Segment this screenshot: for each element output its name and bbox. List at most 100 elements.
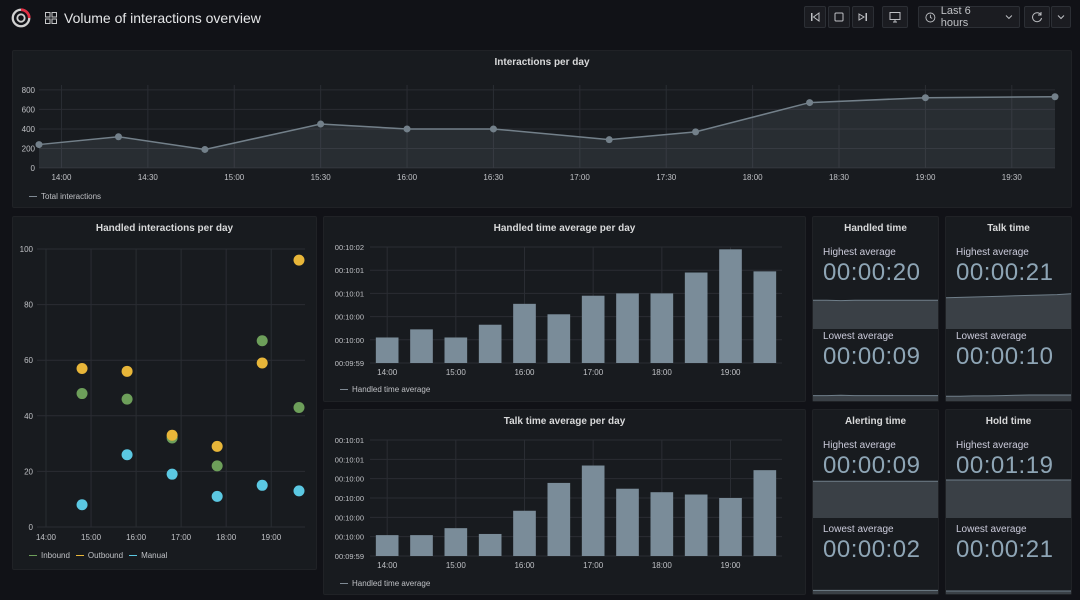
chevron-down-icon — [1057, 15, 1065, 20]
legend-item-handled-time-average[interactable]: Handled time average — [340, 385, 430, 394]
panel-title: Alerting time — [844, 416, 907, 427]
scatter-point-outbound — [211, 440, 223, 452]
highest-average-value: 00:00:09 — [823, 452, 921, 479]
grafana-logo-icon[interactable] — [10, 7, 32, 29]
panel-title: Talk time — [987, 223, 1030, 234]
playlist-next-button[interactable] — [852, 6, 874, 28]
x-tick-label: 17:00 — [570, 173, 591, 182]
bar — [410, 535, 433, 556]
y-tick-label: 00:10:01 — [335, 289, 364, 298]
lowest-average-value: 00:00:02 — [823, 536, 921, 563]
panel-alerting-time[interactable]: Alerting time Highest average 00:00:09 L… — [812, 409, 939, 595]
panel-talk-time[interactable]: Talk time Highest average 00:00:21 Lowes… — [945, 216, 1072, 402]
x-tick-label: 15:00 — [446, 368, 467, 377]
bar — [719, 498, 742, 556]
panel-interactions-per-day[interactable]: Interactions per day 0 200 400 600 800 14:00 1… — [12, 50, 1072, 208]
sparkline — [946, 394, 1071, 401]
scatter-point-inbound — [293, 401, 305, 413]
y-tick-label: 00:10:01 — [335, 266, 364, 275]
data-point — [403, 125, 411, 133]
refresh-interval-dropdown[interactable] — [1051, 6, 1071, 28]
y-tick-label: 00:10:01 — [335, 455, 364, 464]
panel-handled-time-average[interactable]: Handled time average per day 00:10:02 00:… — [323, 216, 806, 402]
bar — [478, 533, 502, 556]
panel-handled-interactions[interactable]: Handled interactions per day 0 20 40 60 80 10… — [12, 216, 317, 570]
legend-label: Handled time average — [352, 579, 431, 588]
bar — [684, 494, 708, 556]
x-tick-label: 16:00 — [397, 173, 418, 182]
y-tick-label: 0 — [31, 164, 36, 173]
x-tick-label: 14:00 — [377, 561, 398, 570]
scatter-point-manual — [293, 485, 305, 497]
scatter-point-manual — [256, 479, 268, 491]
refresh-button[interactable] — [1024, 6, 1050, 28]
x-tick-label: 16:00 — [126, 533, 147, 542]
handled-scatter-chart: 0 20 40 60 80 100 14:00 15:00 16:00 17:00 18:00 19:… — [20, 245, 305, 542]
x-tick-label: 15:30 — [311, 173, 332, 182]
legend-item-outbound[interactable]: Outbound — [75, 551, 123, 560]
y-tick-label: 400 — [22, 125, 36, 134]
x-tick-label: 17:00 — [171, 533, 192, 542]
data-point — [692, 128, 700, 136]
sparkline — [946, 293, 1071, 329]
x-tick-label: 19:00 — [261, 533, 282, 542]
x-tick-label: 18:00 — [216, 533, 237, 542]
legend-swatch — [29, 555, 37, 557]
bar — [444, 337, 468, 363]
legend-item-handled-time-average[interactable]: Handled time average — [340, 579, 430, 588]
y-tick-label: 0 — [29, 523, 34, 532]
panel-handled-time[interactable]: Handled time Highest average 00:00:20 Lo… — [812, 216, 939, 402]
interactions-line-chart: 0 200 400 600 800 14:00 14:30 15:00 15:30 16:00 16… — [22, 85, 1059, 182]
x-tick-label: 19:00 — [720, 368, 741, 377]
x-tick-label: 15:00 — [81, 533, 102, 542]
x-tick-label: 16:30 — [483, 173, 504, 182]
sparkline-line — [946, 293, 1071, 299]
legend-item-total-interactions[interactable]: Total interactions — [29, 192, 101, 201]
sparkline-area — [813, 481, 938, 518]
x-tick-label: 18:30 — [829, 173, 850, 182]
time-range-picker[interactable]: Last 6 hours — [918, 5, 1020, 29]
top-bar: Volume of interactions overview Last 6 h… — [0, 0, 1080, 38]
legend-item-manual[interactable]: Manual — [129, 551, 167, 560]
y-tick-label: 80 — [24, 301, 33, 310]
scatter-point-inbound — [121, 393, 133, 405]
panel-talk-time-average[interactable]: Talk time average per day 00:10:01 00:10:… — [323, 409, 806, 595]
playlist-previous-button[interactable] — [804, 6, 826, 28]
tv-mode-button[interactable] — [882, 6, 908, 28]
y-tick-label: 00:10:02 — [335, 243, 364, 252]
data-point — [1051, 93, 1059, 101]
playlist-stop-button[interactable] — [828, 6, 850, 28]
y-tick-label: 00:10:00 — [335, 475, 364, 484]
panel-hold-time[interactable]: Hold time Highest average 00:01:19 Lowes… — [945, 409, 1072, 595]
sparkline — [813, 394, 938, 401]
scatter-point-outbound — [121, 365, 133, 377]
sparkline-line — [946, 394, 1071, 397]
handled-time-bar-chart: 00:10:02 00:10:01 00:10:01 00:10:00 00:10:00… — [335, 243, 782, 377]
sparkline — [946, 479, 1071, 518]
legend-label: Manual — [141, 551, 168, 560]
stop-icon — [834, 12, 844, 22]
x-tick-label: 17:00 — [583, 561, 604, 570]
legend-item-inbound[interactable]: Inbound — [29, 551, 70, 560]
bar — [410, 329, 433, 363]
sparkline-area — [946, 591, 1071, 594]
scatter-point-outbound — [256, 357, 268, 369]
y-tick-label: 600 — [22, 105, 36, 114]
bar — [753, 470, 777, 556]
legend-swatch — [29, 196, 37, 198]
dashboard-grid-icon[interactable] — [45, 12, 57, 24]
panel-title: Handled time — [844, 223, 907, 234]
panel-title: Interactions per day — [494, 57, 590, 68]
sparkline — [813, 480, 938, 518]
highest-average-value: 00:00:20 — [823, 259, 921, 286]
data-point — [201, 145, 209, 153]
dashboard-title[interactable]: Volume of interactions overview — [64, 10, 261, 26]
scatter-point-manual — [166, 468, 178, 480]
y-tick-label: 00:10:01 — [335, 436, 364, 445]
scatter-point-inbound — [76, 388, 88, 400]
legend-label: Handled time average — [352, 385, 431, 394]
highest-average-label: Highest average — [956, 247, 1029, 258]
panel-title: Handled interactions per day — [95, 223, 234, 234]
refresh-icon — [1032, 12, 1042, 23]
bar — [478, 324, 502, 363]
